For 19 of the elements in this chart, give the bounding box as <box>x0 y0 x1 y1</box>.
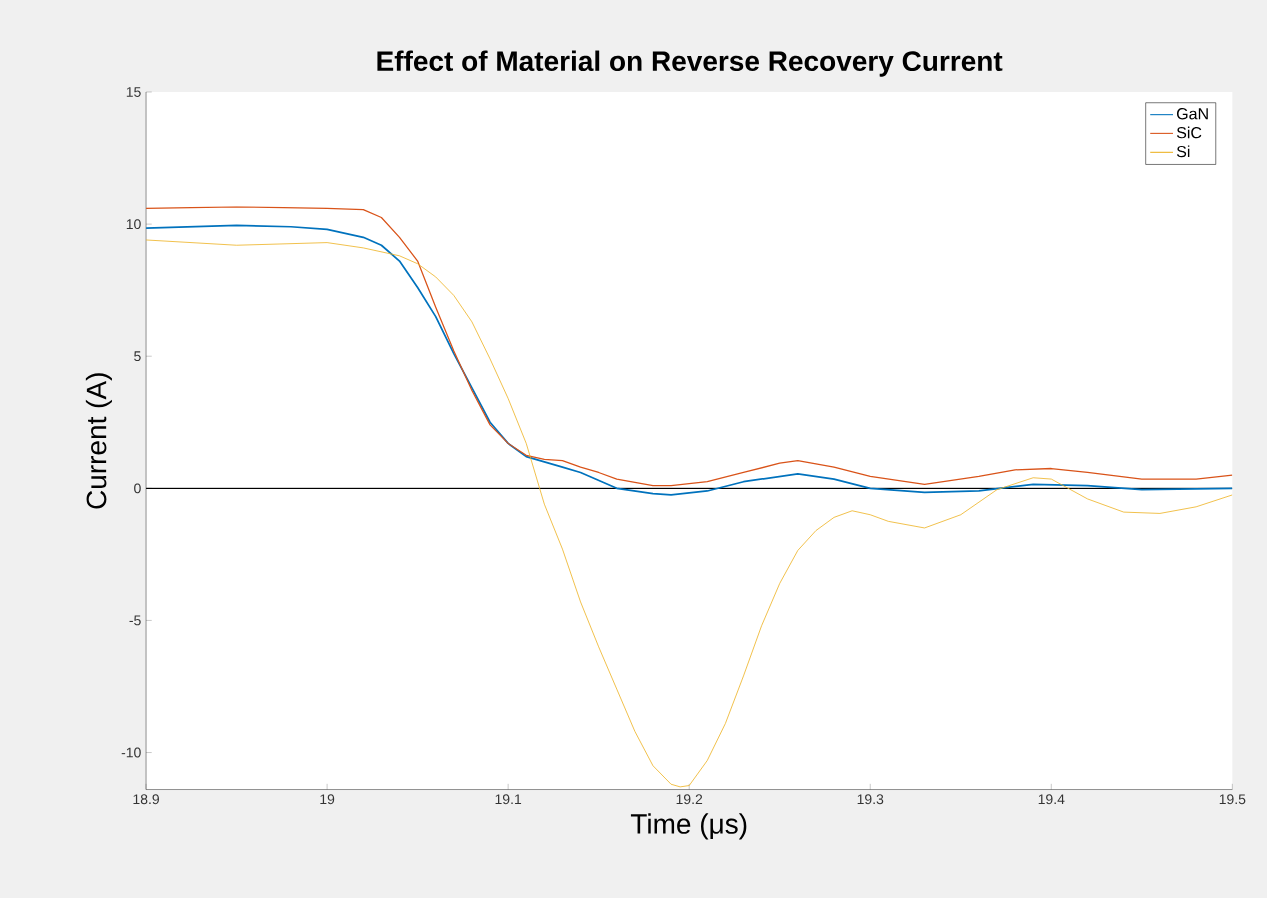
x-tick-label: 19.3 <box>857 794 884 805</box>
chart-title: Effect of Material on Reverse Recovery Current <box>377 50 1003 77</box>
x-tick-label: 19.2 <box>676 794 703 805</box>
y-axis-title: Current (A) <box>85 373 112 509</box>
x-tick-label: 18.9 <box>133 794 159 805</box>
y-tick-label: 5 <box>134 351 141 361</box>
y-tick-label: 10 <box>126 219 141 229</box>
x-tick-label: 19 <box>320 794 335 805</box>
legend-label: SiC <box>1176 126 1202 139</box>
x-tick-label: 19.1 <box>495 794 522 805</box>
x-axis-title: Time (μs) <box>630 813 747 840</box>
legend-label: Si <box>1176 145 1190 158</box>
y-tick-label: 15 <box>126 87 141 97</box>
y-tick-label: -5 <box>129 615 141 626</box>
x-tick-label: 19.5 <box>1219 794 1246 805</box>
legend-label: GaN <box>1176 107 1208 120</box>
y-tick-label: -10 <box>121 747 141 758</box>
y-tick-label: 0 <box>134 483 141 494</box>
x-tick-label: 19.4 <box>1038 794 1065 805</box>
